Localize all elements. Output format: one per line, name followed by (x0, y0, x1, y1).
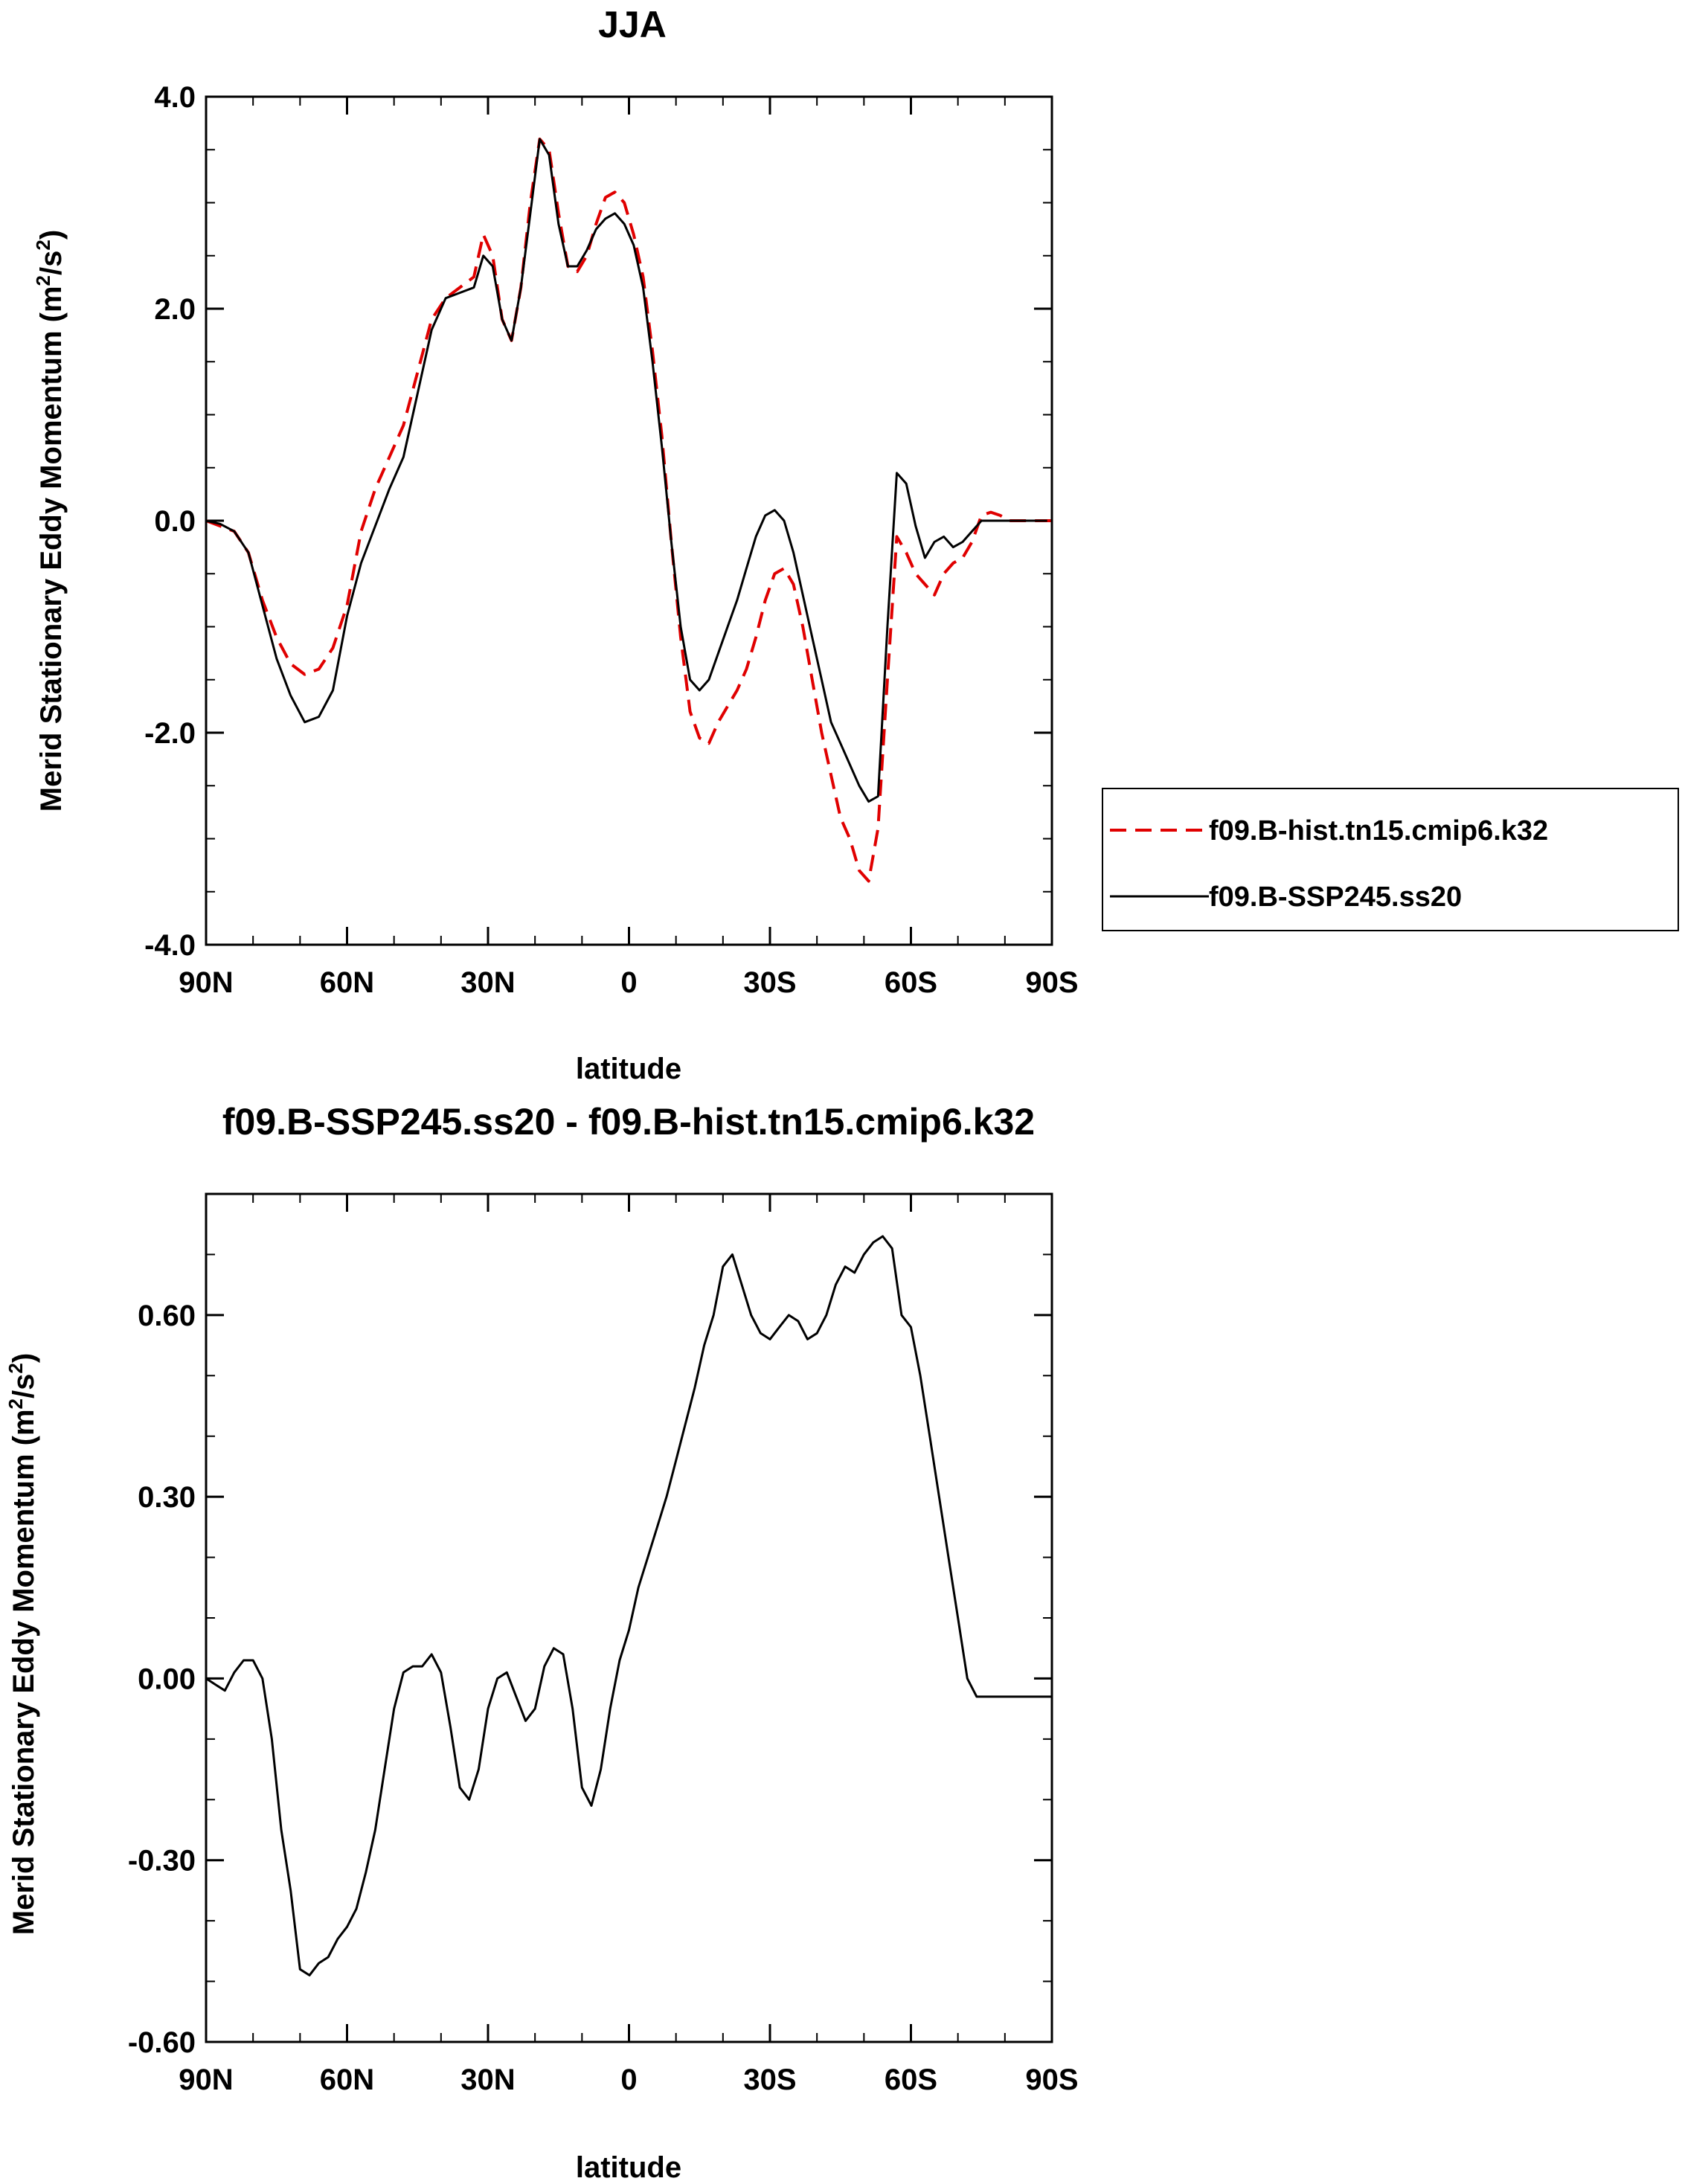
x-tick-label: 60N (320, 2063, 374, 2096)
ticks-difference: -0.60 -0.30 0.00 0.30 0.60 90N 60N 30N 0 30S 60S 90… (128, 1193, 1079, 2096)
y-axis-label-difference: Merid Stationary Eddy Momentum (m2/s2) (4, 1353, 40, 1935)
plot-frame-difference (205, 1192, 1053, 2043)
svg-text:Merid Stationary Eddy Momentum: Merid Stationary Eddy Momentum (m2/s2) (4, 1353, 40, 1935)
y-axis-label-mid: /s (35, 251, 68, 275)
y-axis-label-sup2: 2 (4, 1363, 27, 1373)
chart-title-difference: f09.B-SSP245.ss20 - f09.B-hist.tn15.cmip… (222, 1101, 1035, 1143)
x-tick-label: 30S (743, 2063, 796, 2096)
x-tick-label: 90S (1025, 966, 1078, 999)
x-tick-label: 30N (460, 2063, 515, 2096)
ticks: -4.0 -2.0 0.0 2.0 4.0 90N 60N 30N 0 30S 60S 90S (144, 81, 1079, 999)
y-axis-label-main: Merid Stationary Eddy Momentum (m (35, 286, 68, 812)
x-tick-label: 90N (179, 966, 233, 999)
y-tick-label: -2.0 (144, 717, 196, 750)
x-tick-label: 60S (885, 966, 937, 999)
plot-frame (205, 95, 1053, 946)
y-axis-label-sup1: 2 (32, 275, 54, 286)
x-axis-label: latitude (576, 1053, 681, 1085)
x-tick-label: 90N (179, 2063, 233, 2096)
panel-jja: JJA Merid Stationary Eddy Momentum (m2/s… (32, 4, 1079, 1085)
y-tick-label: 2.0 (154, 293, 196, 326)
y-tick-label: 0.0 (154, 505, 196, 538)
y-axis-label-end: ) (7, 1353, 40, 1363)
y-axis-label-mid: /s (7, 1374, 40, 1398)
y-axis-label-sup2: 2 (32, 240, 54, 250)
series-line-difference (205, 1235, 1052, 1976)
y-tick-label: 4.0 (154, 81, 196, 114)
y-axis-label: Merid Stationary Eddy Momentum (m2/s2) (32, 230, 68, 812)
x-tick-label: 30S (743, 966, 796, 999)
y-tick-label: 0.30 (138, 1481, 196, 1514)
y-tick-label: 0.60 (138, 1300, 196, 1332)
y-tick-label: -4.0 (144, 929, 196, 962)
y-axis-label-main: Merid Stationary Eddy Momentum (m (7, 1409, 40, 1935)
legend-box (1102, 788, 1679, 931)
x-tick-label: 30N (460, 966, 515, 999)
legend-label-hist: f09.B-hist.tn15.cmip6.k32 (1209, 815, 1548, 847)
legend: f09.B-hist.tn15.cmip6.k32 f09.B-SSP245.s… (1102, 788, 1679, 931)
x-tick-label: 60N (320, 966, 374, 999)
x-tick-label: 0 (620, 966, 637, 999)
y-tick-label: -0.30 (128, 1845, 196, 1878)
series-line-f09.B-SSP245.ss20 (205, 138, 1047, 803)
x-tick-label: 60S (885, 2063, 937, 2096)
series-lines-difference (205, 1235, 1052, 1976)
y-tick-label: 0.00 (138, 1663, 196, 1695)
legend-label-ssp: f09.B-SSP245.ss20 (1209, 881, 1462, 913)
panel-difference: f09.B-SSP245.ss20 - f09.B-hist.tn15.cmip… (4, 1101, 1079, 2184)
y-tick-label: -0.60 (128, 2026, 196, 2059)
chart-title: JJA (598, 4, 667, 45)
series-lines (205, 138, 1052, 883)
x-tick-label: 90S (1025, 2063, 1078, 2096)
svg-text:Merid Stationary Eddy Momentum: Merid Stationary Eddy Momentum (m2/s2) (32, 230, 68, 812)
series-line-f09.B-hist.tn15.cmip6.k32 (205, 138, 1052, 883)
x-tick-label: 0 (620, 2063, 637, 2096)
y-axis-label-end: ) (35, 230, 68, 240)
x-axis-label-difference: latitude (576, 2151, 681, 2184)
y-axis-label-sup1: 2 (4, 1398, 27, 1409)
